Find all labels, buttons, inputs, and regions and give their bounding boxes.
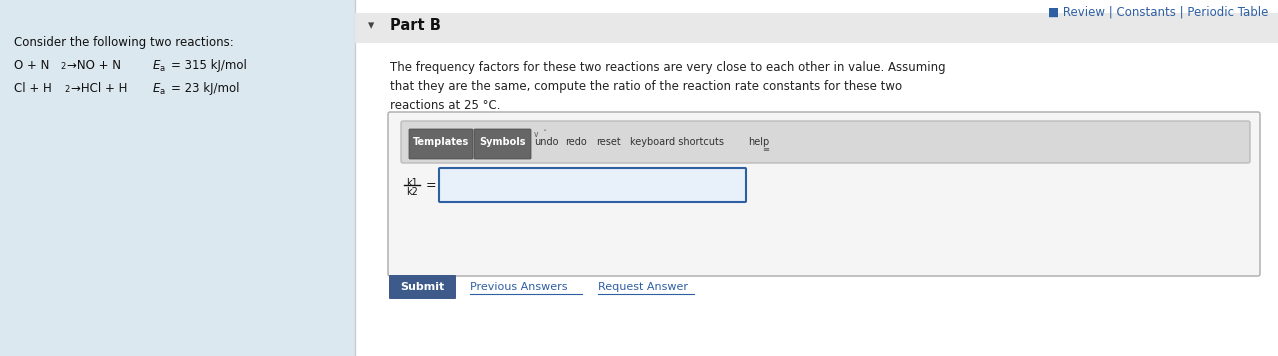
Text: that they are the same, compute the ratio of the reaction rate constants for the: that they are the same, compute the rati…: [390, 80, 902, 93]
Text: 2: 2: [60, 62, 65, 71]
FancyBboxPatch shape: [389, 112, 1260, 276]
Text: ▾: ▾: [368, 20, 374, 32]
Text: undo: undo: [534, 137, 558, 147]
Text: →HCl + H: →HCl + H: [72, 82, 128, 95]
Text: ■ Review | Constants | Periodic Table: ■ Review | Constants | Periodic Table: [1048, 6, 1268, 19]
Text: reactions at 25 °C.: reactions at 25 °C.: [390, 99, 501, 112]
Text: Submit: Submit: [400, 282, 445, 292]
Text: 2: 2: [64, 85, 69, 94]
Text: help: help: [748, 137, 769, 147]
FancyBboxPatch shape: [401, 121, 1250, 163]
Text: v  ˇ: v ˇ: [534, 130, 547, 139]
Text: k2: k2: [406, 187, 418, 197]
Text: k1: k1: [406, 178, 418, 188]
FancyBboxPatch shape: [474, 129, 530, 159]
Text: →NO + N: →NO + N: [66, 59, 121, 72]
Text: Previous Answers: Previous Answers: [470, 282, 567, 292]
Text: = 23 kJ/mol: = 23 kJ/mol: [171, 82, 239, 95]
Text: Consider the following two reactions:: Consider the following two reactions:: [14, 36, 234, 49]
Text: ≡: ≡: [762, 145, 769, 154]
Bar: [355, 13, 1278, 43]
FancyBboxPatch shape: [409, 129, 473, 159]
Text: Cl + H: Cl + H: [14, 82, 51, 95]
Text: O + N: O + N: [14, 59, 50, 72]
Text: Symbols: Symbols: [479, 137, 525, 147]
Text: Request Answer: Request Answer: [598, 282, 688, 292]
Text: $\mathit{E}_\mathrm{a}$: $\mathit{E}_\mathrm{a}$: [152, 82, 166, 97]
Text: redo: redo: [565, 137, 587, 147]
Text: The frequency factors for these two reactions are very close to each other in va: The frequency factors for these two reac…: [390, 61, 946, 74]
Text: Part B: Part B: [390, 19, 441, 33]
Text: = 315 kJ/mol: = 315 kJ/mol: [171, 59, 247, 72]
FancyBboxPatch shape: [389, 275, 456, 299]
Text: keyboard shortcuts: keyboard shortcuts: [630, 137, 725, 147]
Text: $\mathit{E}_\mathrm{a}$: $\mathit{E}_\mathrm{a}$: [152, 59, 166, 74]
Text: Templates: Templates: [413, 137, 469, 147]
FancyBboxPatch shape: [440, 168, 746, 202]
Text: =: =: [426, 179, 437, 192]
Bar: [0, 0, 355, 356]
Text: reset: reset: [596, 137, 621, 147]
